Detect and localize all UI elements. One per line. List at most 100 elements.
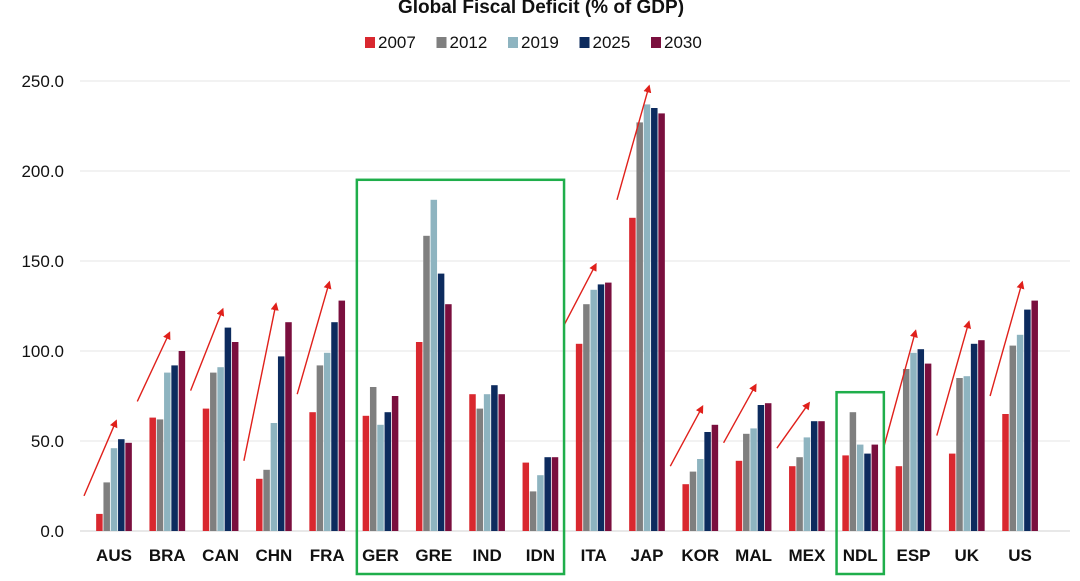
trend-arrow-us <box>989 280 1025 397</box>
x-tick-label-us: US <box>1008 546 1032 565</box>
x-tick-label-mal: MAL <box>735 546 772 565</box>
bar-mal-2012 <box>743 433 750 531</box>
bar-group-idn <box>522 457 559 531</box>
bar-group-mex <box>789 421 825 531</box>
bar-group-bra <box>149 351 186 531</box>
bar-group-fra <box>309 300 346 531</box>
bar-bra-2030 <box>178 351 186 531</box>
bar-ger-2025 <box>384 412 392 531</box>
bar-gre-2012 <box>423 235 430 532</box>
trend-arrow-ita <box>563 262 597 327</box>
bar-group-esp <box>895 349 932 531</box>
x-axis: AUS BRA CAN CHN FRA GER GRE IND IDN ITA JAP KOR MAL M… <box>96 546 1032 565</box>
bar-idn-2012 <box>529 491 537 531</box>
bar-jap-2007 <box>629 217 636 532</box>
bar-ita-2025 <box>597 284 605 531</box>
bar-ger-2007 <box>362 415 370 531</box>
trend-arrow-mal <box>722 383 757 444</box>
bar-group-ndl <box>842 412 879 531</box>
bar-mal-2007 <box>735 460 743 531</box>
x-tick-label-gre: GRE <box>415 546 452 565</box>
x-tick-label-idn: IDN <box>526 546 555 565</box>
bar-bra-2012 <box>156 419 164 531</box>
x-tick-label-mex: MEX <box>788 546 826 565</box>
bar-mex-2007 <box>789 466 796 531</box>
bar-kor-2025 <box>704 432 711 531</box>
bar-fra-2012 <box>316 365 324 531</box>
bar-can-2012 <box>210 372 217 531</box>
bar-ndl-2007 <box>842 455 849 531</box>
bar-ind-2030 <box>498 394 505 531</box>
bar-bra-2007 <box>149 417 156 531</box>
bar-ind-2019 <box>483 394 491 531</box>
bar-us-2030 <box>1031 300 1038 531</box>
bar-can-2025 <box>224 327 232 531</box>
trend-arrow-uk <box>936 320 972 436</box>
bar-bra-2019 <box>164 372 171 531</box>
bar-group-us <box>1002 300 1038 531</box>
y-axis: 0.0 50.0 100.0 150.0 200.0 250.0 <box>21 72 64 541</box>
bar-group-kor <box>682 424 719 531</box>
bar-mex-2025 <box>810 421 818 531</box>
bar-group-ita <box>575 282 612 531</box>
legend-label-2025: 2025 <box>593 33 631 52</box>
bar-idn-2007 <box>522 462 530 531</box>
y-tick-label: 150.0 <box>21 252 64 271</box>
bar-can-2007 <box>202 408 210 531</box>
x-tick-label-uk: UK <box>955 546 980 565</box>
y-tick-label: 250.0 <box>21 72 64 91</box>
bar-aus-2007 <box>96 513 103 531</box>
bar-aus-2019 <box>110 448 118 531</box>
bar-group-jap <box>629 104 665 532</box>
bar-jap-2025 <box>651 108 658 531</box>
bar-chn-2019 <box>270 423 278 531</box>
bar-us-2007 <box>1002 414 1009 531</box>
x-tick-label-kor: KOR <box>681 546 719 565</box>
bar-esp-2030 <box>924 363 932 531</box>
bar-group-mal <box>735 403 772 531</box>
bar-ind-2007 <box>469 394 476 531</box>
bar-ita-2012 <box>583 304 590 531</box>
legend-label-2019: 2019 <box>521 33 559 52</box>
bar-can-2019 <box>217 367 224 531</box>
bar-us-2019 <box>1016 334 1024 531</box>
bar-fra-2025 <box>331 322 338 531</box>
bar-ndl-2030 <box>871 444 879 531</box>
bar-esp-2025 <box>917 349 925 531</box>
bar-ind-2025 <box>491 385 498 531</box>
bar-idn-2030 <box>551 457 559 531</box>
bar-mal-2030 <box>764 403 772 531</box>
bar-group-chn <box>256 322 292 531</box>
x-tick-label-ind: IND <box>472 546 501 565</box>
bar-group-gre <box>415 199 452 532</box>
trend-arrow-can <box>189 307 225 391</box>
legend-swatch-2012 <box>436 37 447 48</box>
x-tick-label-bra: BRA <box>149 546 186 565</box>
bar-uk-2030 <box>978 340 985 531</box>
bar-aus-2030 <box>125 442 132 531</box>
x-tick-label-fra: FRA <box>310 546 345 565</box>
bar-gre-2025 <box>437 273 445 531</box>
bar-fra-2019 <box>323 352 331 531</box>
bar-chn-2030 <box>285 322 292 531</box>
trend-arrow-chn <box>243 302 279 461</box>
legend-label-2030: 2030 <box>664 33 702 52</box>
trend-arrow-esp <box>882 329 918 449</box>
chart-title: Global Fiscal Deficit (% of GDP) <box>398 0 684 18</box>
bar-group-ind <box>469 385 505 531</box>
bar-us-2025 <box>1024 309 1031 531</box>
y-tick-label: 0.0 <box>40 522 64 541</box>
trend-arrows <box>83 84 1025 497</box>
bar-fra-2030 <box>338 300 346 531</box>
x-tick-label-jap: JAP <box>630 546 663 565</box>
trend-arrow-kor <box>669 405 704 467</box>
bar-ind-2012 <box>476 408 484 531</box>
bar-gre-2007 <box>415 342 423 531</box>
x-tick-label-aus: AUS <box>96 546 132 565</box>
bar-us-2012 <box>1009 345 1017 531</box>
x-tick-label-ger: GER <box>362 546 399 565</box>
trend-arrow-aus <box>83 419 118 497</box>
x-tick-label-ndl: NDL <box>843 546 878 565</box>
x-tick-label-ita: ITA <box>581 546 607 565</box>
